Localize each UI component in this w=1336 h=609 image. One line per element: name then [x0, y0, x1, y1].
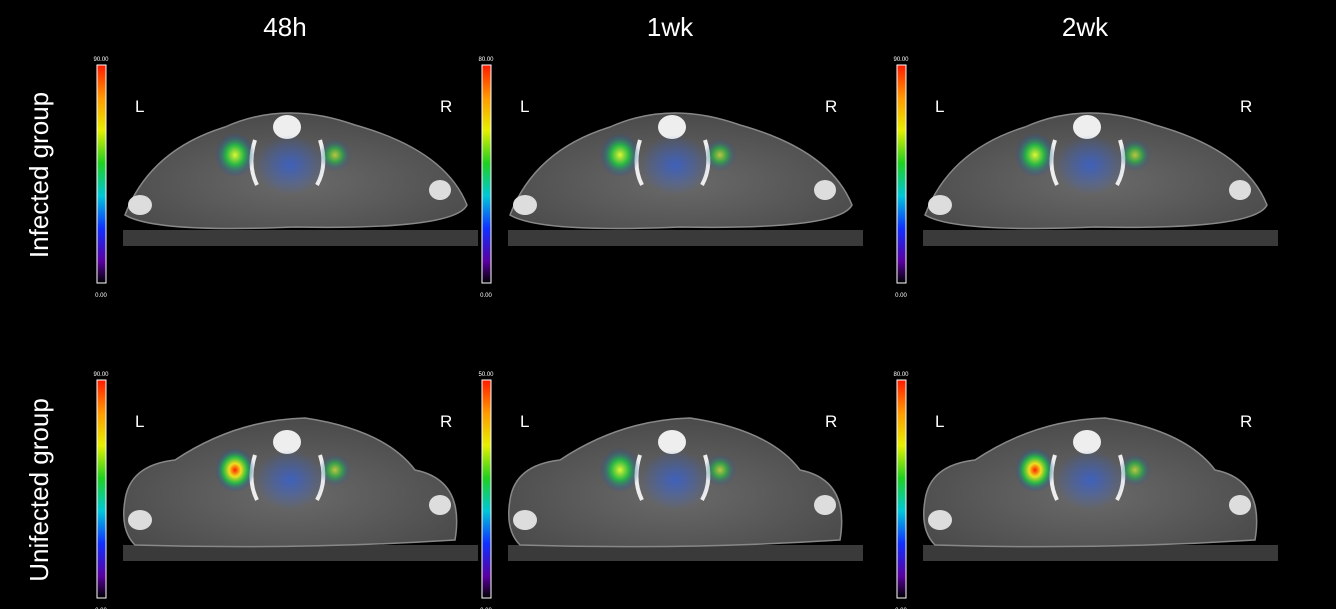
side-left: L [135, 412, 144, 431]
scan-panel: 90.00 0.00 L R [93, 57, 478, 299]
side-left: L [135, 97, 144, 116]
colorbar [897, 65, 906, 283]
side-right: R [440, 412, 452, 431]
tracer-uptake [1119, 139, 1151, 171]
bone [1229, 180, 1251, 200]
bone [814, 180, 836, 200]
tracer-uptake [319, 454, 351, 486]
bone [128, 195, 152, 215]
tracer-uptake [1119, 454, 1151, 486]
side-left: L [935, 97, 944, 116]
bone [1229, 495, 1251, 515]
figure: 48h 1wk 2wk Infected group 90.00 0.00 L R 80.00 0… [0, 0, 1336, 609]
scan-bed [123, 545, 478, 561]
side-right: R [825, 412, 837, 431]
colorbar-max: 80.00 [478, 57, 494, 63]
tracer-uptake [319, 139, 351, 171]
colorbar [97, 65, 106, 283]
bone [513, 510, 537, 530]
side-right: R [1240, 97, 1252, 116]
colorbar [97, 380, 106, 598]
tracer-uptake [640, 450, 710, 510]
side-left: L [520, 412, 529, 431]
side-right: R [825, 97, 837, 116]
tracer-uptake [255, 135, 325, 195]
tracer-uptake [704, 139, 736, 171]
tracer-uptake [215, 448, 255, 492]
colorbar-min: 0.00 [895, 293, 907, 299]
row-label: Infected group [24, 92, 54, 258]
scan-bed [923, 230, 1278, 246]
bone [814, 495, 836, 515]
side-right: R [1240, 412, 1252, 431]
side-left: L [520, 97, 529, 116]
column-header: 1wk [647, 12, 694, 42]
tracer-uptake [1055, 450, 1125, 510]
side-right: R [440, 97, 452, 116]
tracer-uptake [704, 454, 736, 486]
tracer-uptake [1015, 133, 1055, 177]
colorbar-max: 80.00 [893, 372, 909, 378]
row-label: Unifected group [24, 398, 54, 582]
bone [128, 510, 152, 530]
tracer-uptake [600, 448, 640, 492]
column-header: 2wk [1062, 12, 1109, 42]
tracer-uptake [640, 135, 710, 195]
colorbar-min: 0.00 [95, 293, 107, 299]
colorbar-max: 90.00 [893, 57, 909, 63]
scan-panel: 80.00 0.00 L R [478, 57, 863, 299]
colorbar-min: 0.00 [480, 293, 492, 299]
bone [928, 510, 952, 530]
bone [429, 495, 451, 515]
tracer-uptake [1015, 448, 1055, 492]
bone [928, 195, 952, 215]
tracer-uptake [255, 450, 325, 510]
colorbar-max: 50.00 [478, 372, 494, 378]
column-header: 48h [263, 12, 306, 42]
scan-bed [508, 230, 863, 246]
colorbar-max: 90.00 [93, 57, 109, 63]
tracer-uptake [1055, 135, 1125, 195]
colorbar [482, 380, 491, 598]
bone [429, 180, 451, 200]
side-left: L [935, 412, 944, 431]
colorbar-max: 90.00 [93, 372, 109, 378]
colorbar [482, 65, 491, 283]
bone [513, 195, 537, 215]
scan-bed [123, 230, 478, 246]
tracer-uptake [215, 133, 255, 177]
scan-bed [508, 545, 863, 561]
scan-panel: 90.00 0.00 L R [893, 57, 1278, 299]
colorbar [897, 380, 906, 598]
tracer-uptake [600, 133, 640, 177]
scan-bed [923, 545, 1278, 561]
